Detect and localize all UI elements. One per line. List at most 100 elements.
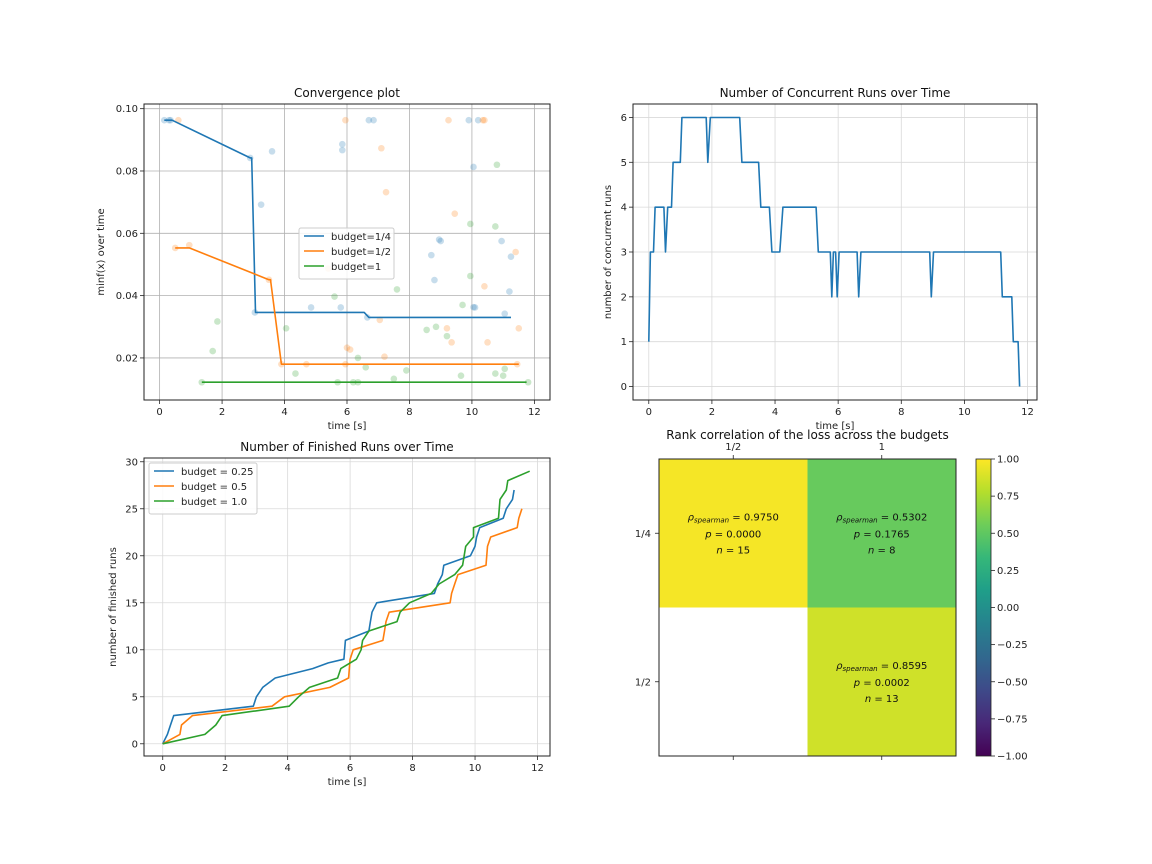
y-tick-label: 25 <box>125 504 138 515</box>
scatter-point <box>390 375 398 383</box>
scatter-point <box>364 314 371 321</box>
scatter-point <box>443 332 451 340</box>
scatter-point <box>185 241 193 249</box>
x-tick-label: 8 <box>409 763 415 774</box>
scatter-point <box>365 116 373 124</box>
x-tick-label: 4 <box>284 763 290 774</box>
x-tick-label: 6 <box>347 763 353 774</box>
axes-frame <box>143 457 551 757</box>
x-tick-label: 4 <box>281 407 287 418</box>
series-line <box>161 489 515 745</box>
scatter-point <box>501 310 509 317</box>
scatter-point <box>470 163 477 171</box>
y-tick-label: 20 <box>125 551 138 562</box>
x-axis-label: time [s] <box>328 421 367 432</box>
x-axis-label: time [s] <box>816 421 855 432</box>
colorbar-tick-label: 1.00 <box>997 455 1019 466</box>
x-tick-label: 12 <box>531 763 544 774</box>
scatter-point <box>484 339 491 346</box>
y-tick-label: 5 <box>621 158 627 169</box>
x-tick-label: 2 <box>709 407 715 418</box>
x-tick-label: 0 <box>160 763 166 774</box>
y-tick-label: 2 <box>621 292 627 303</box>
x-tick-label: 2 <box>222 763 228 774</box>
y-tick-label: 5 <box>132 692 138 703</box>
y-tick-label: 0 <box>621 382 627 393</box>
y-tick-label: 0 <box>132 739 138 750</box>
finished-runs-plot: 0 2 4 6 8 10 12 0 5 10 15 20 25 30 Number of Finished … <box>108 440 551 788</box>
y-tick-label: 30 <box>125 457 138 468</box>
y-axis-label: number of finished runs <box>108 547 119 667</box>
scatter-point <box>292 370 299 377</box>
scatter-point <box>459 301 466 309</box>
scatter-point <box>481 282 488 290</box>
x-axis-label: time [s] <box>328 777 367 788</box>
scatter-point <box>432 323 440 331</box>
scatter-point <box>470 303 477 311</box>
colorbar-tick-label: 0.25 <box>997 566 1019 577</box>
x-tick-label: 0 <box>156 407 162 418</box>
x-tick-label: 12 <box>1021 407 1034 418</box>
x-tick-label: 1/2 <box>725 442 741 453</box>
x-tick-label: 10 <box>466 407 479 418</box>
cell-rho-label: ρspearman = 0.9750 <box>688 512 779 524</box>
scatter-point <box>339 140 346 148</box>
colorbar-tick-label: 0.75 <box>997 492 1019 503</box>
scatter-point <box>479 116 487 124</box>
scatter-point <box>457 372 465 379</box>
colorbar-tick-label: 0.50 <box>997 529 1019 540</box>
colorbar-tick-label: 0.00 <box>997 603 1019 614</box>
scatter-point <box>524 378 532 386</box>
scatter-point <box>354 354 362 362</box>
scatter-point <box>331 293 338 300</box>
y-tick-label: 1/4 <box>635 529 651 540</box>
scatter-point <box>362 363 370 371</box>
cell-n-label: n = 13 <box>865 694 899 705</box>
scatter-point <box>337 304 345 311</box>
y-tick-label: 15 <box>125 598 138 609</box>
x-tick-label: 8 <box>406 407 412 418</box>
scatter-point <box>451 210 459 217</box>
scatter-point <box>465 116 473 124</box>
y-axis-label: minf(x) over time <box>96 208 107 295</box>
scatter-point <box>257 201 265 208</box>
scatter-point <box>423 326 430 334</box>
axes-frame <box>143 103 551 401</box>
y-tick-label: 0.10 <box>116 104 138 115</box>
scatter-point <box>268 148 276 155</box>
cell-p-label: p = 0.1765 <box>853 529 910 540</box>
x-tick-label: 8 <box>898 407 904 418</box>
x-tick-label: 4 <box>772 407 778 418</box>
y-tick-label: 3 <box>621 248 627 259</box>
scatter-point <box>471 304 479 311</box>
scatter-point <box>493 161 501 169</box>
scatter-point <box>448 339 455 346</box>
chart-title: Convergence plot <box>294 86 400 100</box>
series-line <box>162 470 531 745</box>
chart-title: Number of Finished Runs over Time <box>240 440 453 454</box>
scatter-point <box>467 272 474 280</box>
scatter-point <box>282 325 290 332</box>
scatter-point <box>515 325 523 332</box>
heatmap-cell-empty <box>659 607 808 756</box>
scatter-point <box>346 346 354 353</box>
x-tick-label: 10 <box>958 407 971 418</box>
x-tick-label: 10 <box>469 763 482 774</box>
legend-label: budget = 0.5 <box>181 482 247 493</box>
series-line <box>648 116 1021 387</box>
legend-label: budget = 1.0 <box>181 497 247 508</box>
scatter-point <box>343 344 351 351</box>
axes-frame <box>632 103 1038 401</box>
x-tick-label: 1 <box>879 442 885 453</box>
scatter-point <box>501 365 509 373</box>
colorbar-tick-label: −0.25 <box>997 640 1028 651</box>
scatter-point <box>198 378 206 386</box>
scatter-point <box>481 116 488 124</box>
chart-title: Rank correlation of the loss across the … <box>666 428 948 442</box>
colorbar-tick-label: −0.50 <box>997 677 1028 688</box>
cell-p-label: p = 0.0002 <box>853 678 910 689</box>
scatter-point <box>499 372 507 379</box>
scatter-point <box>474 116 482 124</box>
x-tick-label: 6 <box>344 407 350 418</box>
